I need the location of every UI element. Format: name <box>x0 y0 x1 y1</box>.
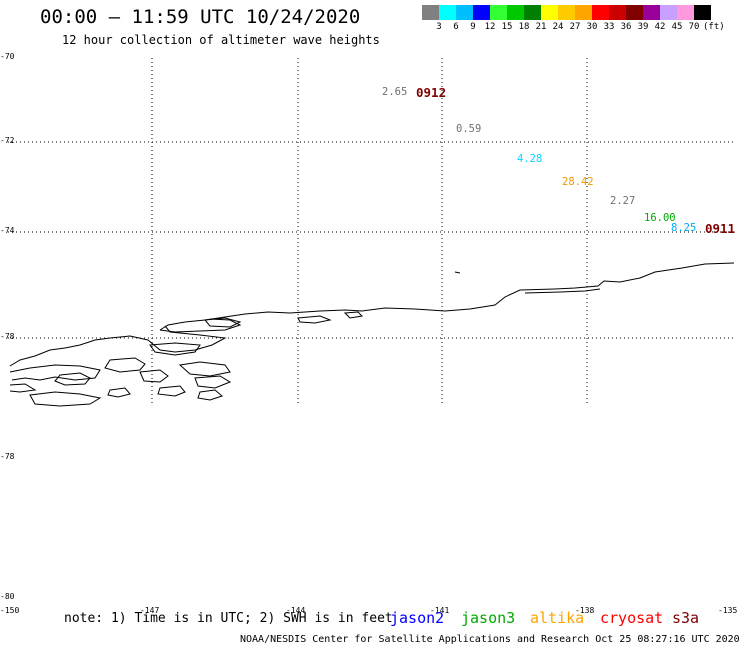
lon-label: -144 <box>286 606 306 615</box>
legend-tick: 9 <box>470 22 476 32</box>
pass-time-label: 0911 <box>705 221 736 236</box>
chart-title: 00:00 – 11:59 UTC 10/24/2020 <box>40 6 361 28</box>
chart-subtitle: 12 hour collection of altimeter wave hei… <box>62 33 380 47</box>
lon-label: -138 <box>575 606 595 615</box>
lon-label: -150 <box>0 606 20 615</box>
lat-label: -74 <box>0 226 15 235</box>
graticule <box>8 58 734 406</box>
legend-swatch <box>694 5 711 20</box>
legend-tick: 30 <box>586 22 598 32</box>
wave-height-label: 2.65 <box>382 86 408 98</box>
units-note: note: 1) Time is in UTC; 2) SWH is in fe… <box>64 611 393 626</box>
lon-label: -135 <box>718 606 738 615</box>
legend-tick: 12 <box>484 22 496 32</box>
lat-label: -72 <box>0 136 15 145</box>
legend-swatch <box>524 5 541 20</box>
wave-height-label: 4.28 <box>517 153 543 165</box>
legend-swatch <box>609 5 626 20</box>
legend-tick: 42 <box>654 22 666 32</box>
satellite-label: altika <box>530 609 585 627</box>
pass-time-label: 0912 <box>416 85 447 100</box>
legend-tick: 3 <box>436 22 442 32</box>
wave-height-label: 28.42 <box>562 176 594 188</box>
color-legend: 3 6 9 12 15 18 21 24 27 30 33 36 39 42 45 70 (ft) <box>422 5 728 37</box>
legend-swatch <box>558 5 575 20</box>
legend-tick: 36 <box>620 22 632 32</box>
legend-swatch <box>490 5 507 20</box>
satellite-label: jason2 <box>390 609 445 627</box>
wave-height-label: 2.27 <box>610 195 636 207</box>
legend-tick: 18 <box>518 22 530 32</box>
lon-label: -147 <box>140 606 160 615</box>
legend-tick: 27 <box>569 22 581 32</box>
legend-swatch <box>541 5 558 20</box>
wave-height-label: 8.25 <box>671 222 697 234</box>
legend-swatch <box>439 5 456 20</box>
legend-tick: 15 <box>501 22 513 32</box>
wave-height-label: 0.59 <box>456 123 482 135</box>
wave-height-label: 16.00 <box>644 212 676 224</box>
legend-tick: 24 <box>552 22 564 32</box>
lat-label: -78 <box>0 452 15 461</box>
legend-tick: 21 <box>535 22 547 32</box>
legend-tick: 70 <box>688 22 700 32</box>
satellite-label: cryosat <box>600 609 664 627</box>
legend-tick: 39 <box>637 22 649 32</box>
legend-swatch <box>660 5 677 20</box>
satellite-label: jason3 <box>461 609 516 627</box>
lat-label: -78 <box>0 332 15 341</box>
legend-tick: 6 <box>453 22 459 32</box>
legend-swatch <box>592 5 609 20</box>
legend-swatch <box>456 5 473 20</box>
legend-tick: 33 <box>603 22 615 32</box>
lat-label: -80 <box>0 592 15 601</box>
lon-label: -141 <box>430 606 450 615</box>
lat-label: -70 <box>0 52 15 61</box>
legend-swatch <box>626 5 643 20</box>
legend-swatch <box>677 5 694 20</box>
legend-swatch <box>575 5 592 20</box>
legend-unit: (ft) <box>703 22 725 32</box>
legend-swatch <box>643 5 660 20</box>
legend-tick: 45 <box>671 22 683 32</box>
satellite-label: s3a <box>672 609 700 627</box>
legend-swatch <box>422 5 439 20</box>
coastline <box>9 262 735 407</box>
footer-credit: NOAA/NESDIS Center for Satellite Applica… <box>240 634 740 645</box>
legend-swatch <box>473 5 490 20</box>
legend-swatch <box>507 5 524 20</box>
